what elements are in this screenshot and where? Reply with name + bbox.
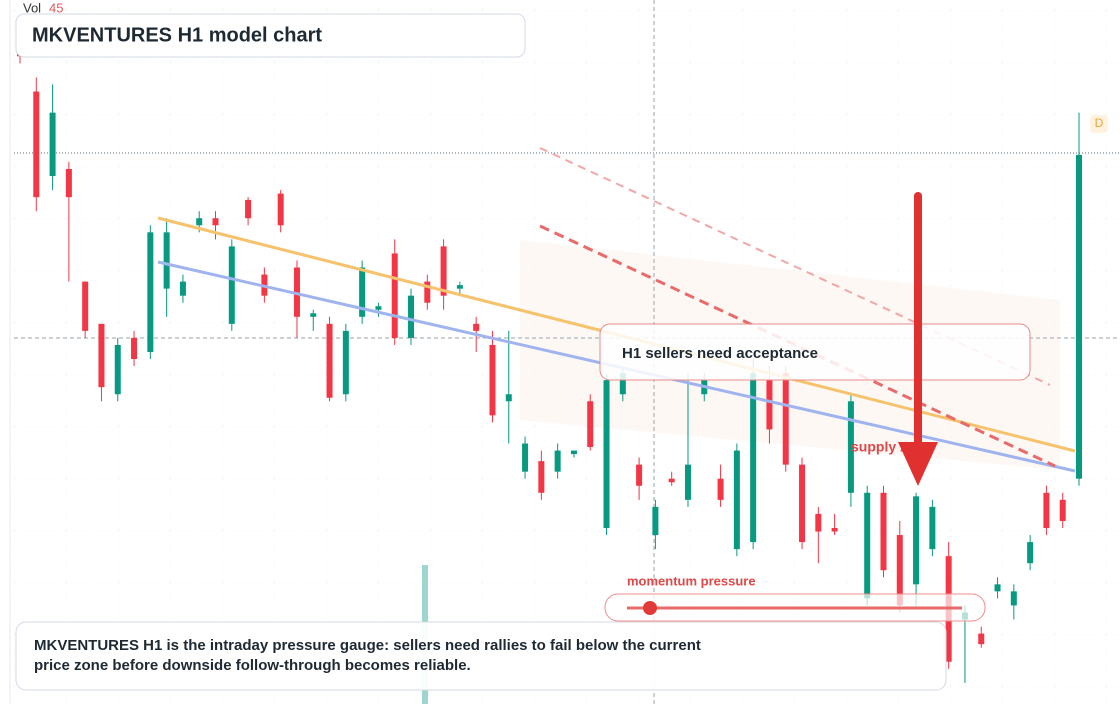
candle-body [733,450,740,550]
candle-body [1010,591,1017,606]
candle-body [98,323,105,388]
candle-body [310,313,317,317]
candle-body [505,394,512,402]
candle-body [456,285,463,289]
candle-body [1076,154,1082,479]
candle-body [538,461,545,493]
candle-body [228,246,235,324]
candle-body [424,281,431,303]
candle-body [212,218,219,226]
candle-body [391,253,398,338]
vol-value: 45 [49,0,63,15]
candle-body [929,506,936,550]
candle-body [799,464,806,543]
candle-body [570,450,577,455]
candle-body [652,506,659,536]
candle-body [33,91,40,198]
badge [1090,115,1108,133]
candle-body [815,513,822,532]
candle-body [587,401,594,448]
candle-body [131,337,138,360]
candle-body [636,464,643,486]
candle-body [473,323,480,331]
candle-body [245,199,252,219]
candle-body [1027,542,1034,564]
candle-body [1059,499,1066,521]
note-text: MKVENTURES H1 is the intraday pressure g… [34,637,701,674]
candle-body [864,492,871,599]
note-card [15,621,947,691]
candle-body [896,535,903,606]
candle-body [831,528,838,532]
candle-body [717,478,724,500]
candle-body [619,373,626,395]
candle-body [847,401,854,493]
candle-body [994,584,1001,592]
title: MKVENTURES H1 model chart [32,24,322,46]
note-box: MKVENTURES H1 is the intraday pressure g… [34,637,701,674]
candle-body [522,443,529,472]
candle-body [750,373,757,543]
candle-body [668,478,675,483]
candle-body [684,464,691,500]
candle-body [603,380,610,528]
candle-body [147,232,154,352]
callout-card [599,323,1031,381]
candle-body [408,295,415,338]
callout-text: H1 sellers need acceptance [622,345,818,362]
candle-body [1043,492,1050,528]
candle-body [82,281,89,331]
candle-body [359,267,366,317]
candle-body [277,193,284,226]
candle-body [114,344,121,395]
candle-body [766,380,773,430]
candle-body [489,344,496,416]
channel-line [539,224,1056,468]
candle-body [880,492,887,571]
candle-body [782,373,789,465]
candle-body [913,496,920,585]
candle-body [342,330,349,395]
vol-label: Vol [23,0,41,15]
candle-body [554,450,561,472]
candle-body [163,232,170,289]
title-card [15,13,526,58]
candle-body [65,168,72,198]
gauge-knob [643,601,657,615]
candle-body [440,246,447,296]
gauge-label: momentum pressure [627,573,756,588]
badge-text: D [1095,116,1104,130]
candle-body [978,633,985,645]
candle-body [49,112,56,176]
candle-body [326,323,333,398]
candle-body [179,281,186,296]
arrow-head [898,442,938,486]
candle-body [375,306,382,310]
candle-body [196,218,203,226]
candles [17,35,1082,683]
